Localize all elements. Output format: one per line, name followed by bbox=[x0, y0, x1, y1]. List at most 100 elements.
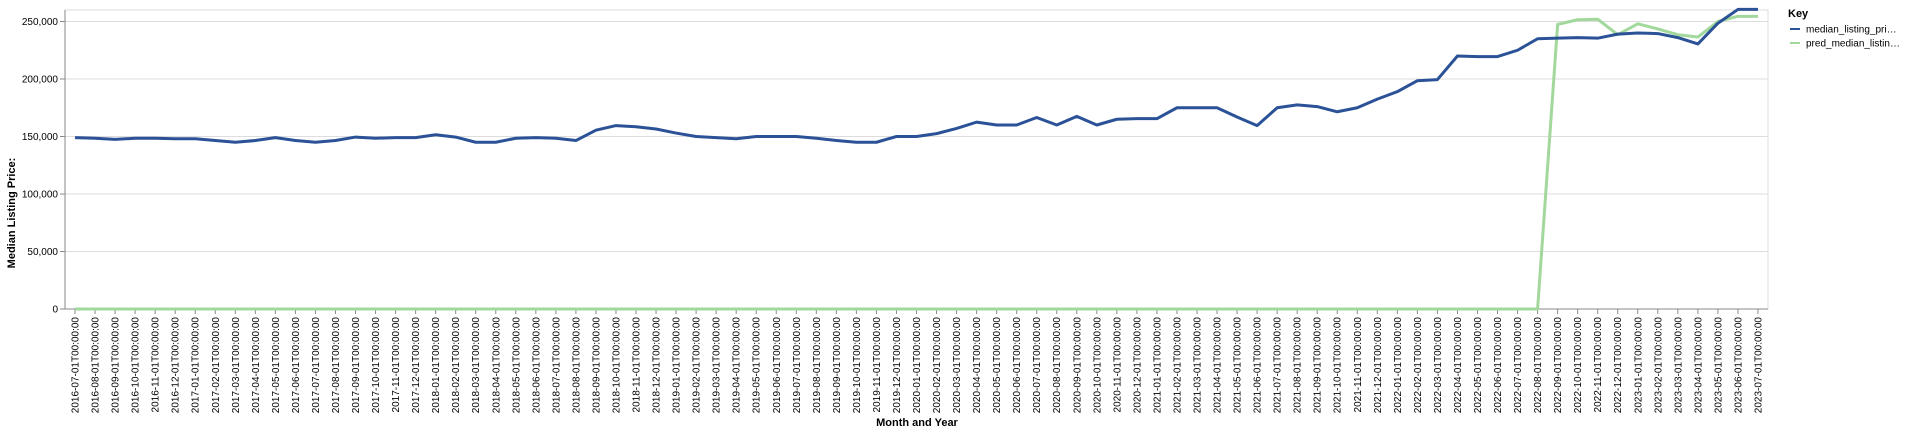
x-tick-label: 2022-04-01T00:00:00 bbox=[1453, 317, 1464, 414]
x-tick-label: 2021-08-01T00:00:00 bbox=[1293, 317, 1304, 414]
x-tick-label: 2022-12-01T00:00:00 bbox=[1613, 317, 1624, 414]
x-tick-label: 2018-07-01T00:00:00 bbox=[551, 317, 562, 414]
x-tick-label: 2021-07-01T00:00:00 bbox=[1273, 317, 1284, 414]
x-tick-label: 2020-05-01T00:00:00 bbox=[992, 317, 1003, 414]
x-tick-label: 2023-05-01T00:00:00 bbox=[1713, 317, 1724, 414]
x-tick-label: 2017-01-01T00:00:00 bbox=[191, 317, 202, 414]
x-tick-label: 2017-03-01T00:00:00 bbox=[231, 317, 242, 414]
x-tick-label: 2020-12-01T00:00:00 bbox=[1132, 317, 1143, 414]
x-tick-label: 2019-04-01T00:00:00 bbox=[732, 317, 743, 414]
series-line-1 bbox=[74, 7, 1758, 144]
y-tick-label: 200,000 bbox=[22, 75, 59, 86]
x-tick-label: 2020-02-01T00:00:00 bbox=[932, 317, 943, 414]
x-tick-label: 2021-12-01T00:00:00 bbox=[1373, 317, 1384, 414]
legend-label: pred_median_listin… bbox=[1806, 39, 1900, 50]
x-axis: 2016-07-01T00:00:00 2016-08-01T00:00:00 20… bbox=[65, 308, 1768, 414]
x-tick-label: 2018-03-01T00:00:00 bbox=[471, 317, 482, 414]
x-tick-label: 2023-06-01T00:00:00 bbox=[1733, 317, 1744, 414]
x-tick-label: 2018-04-01T00:00:00 bbox=[491, 317, 502, 414]
x-tick-label: 2018-05-01T00:00:00 bbox=[511, 317, 522, 414]
x-tick-label: 2018-09-01T00:00:00 bbox=[591, 317, 602, 414]
x-tick-label: 2016-08-01T00:00:00 bbox=[91, 317, 102, 414]
x-tick-label: 2018-12-01T00:00:00 bbox=[652, 317, 663, 414]
x-tick-label: 2019-08-01T00:00:00 bbox=[812, 317, 823, 414]
x-tick-label: 2017-06-01T00:00:00 bbox=[291, 317, 302, 414]
x-tick-label: 2021-04-01T00:00:00 bbox=[1213, 317, 1224, 414]
x-tick-label: 2016-12-01T00:00:00 bbox=[171, 317, 182, 414]
x-tick-label: 2022-03-01T00:00:00 bbox=[1433, 317, 1444, 414]
x-tick-label: 2017-02-01T00:00:00 bbox=[211, 317, 222, 414]
x-tick-label: 2018-10-01T00:00:00 bbox=[611, 317, 622, 414]
x-tick-label: 2020-11-01T00:00:00 bbox=[1112, 317, 1123, 413]
x-tick-label: 2022-05-01T00:00:00 bbox=[1473, 317, 1484, 414]
x-tick-label: 2021-09-01T00:00:00 bbox=[1313, 317, 1324, 414]
x-tick-label: 2019-03-01T00:00:00 bbox=[712, 317, 723, 414]
x-tick-label: 2017-07-01T00:00:00 bbox=[311, 317, 322, 414]
x-tick-label: 2019-10-01T00:00:00 bbox=[852, 317, 863, 414]
x-tick-label: 2020-10-01T00:00:00 bbox=[1092, 317, 1103, 414]
plot-frame bbox=[64, 9, 1769, 310]
x-tick-label: 2016-10-01T00:00:00 bbox=[131, 317, 142, 414]
x-tick-label: 2021-03-01T00:00:00 bbox=[1192, 317, 1203, 414]
x-tick-label: 2017-12-01T00:00:00 bbox=[411, 317, 422, 414]
x-tick-label: 2022-08-01T00:00:00 bbox=[1533, 317, 1544, 414]
y-axis-title: Median Listing Price: bbox=[6, 158, 18, 269]
y-tick-label: 100,000 bbox=[22, 190, 59, 201]
x-tick-label: 2018-02-01T00:00:00 bbox=[451, 317, 462, 414]
x-tick-label: 2022-02-01T00:00:00 bbox=[1413, 317, 1424, 414]
x-tick-label: 2017-09-01T00:00:00 bbox=[351, 317, 362, 414]
x-tick-label: 2023-04-01T00:00:00 bbox=[1693, 317, 1704, 414]
x-tick-label: 2017-08-01T00:00:00 bbox=[331, 317, 342, 414]
legend: Key median_listing_pri… pred_median_listi… bbox=[1788, 8, 1900, 50]
x-tick-label: 2023-01-01T00:00:00 bbox=[1633, 317, 1644, 414]
x-tick-label: 2022-07-01T00:00:00 bbox=[1513, 317, 1524, 414]
legend-title: Key bbox=[1788, 8, 1809, 20]
x-tick-label: 2018-11-01T00:00:00 bbox=[632, 317, 643, 413]
x-tick-label: 2022-09-01T00:00:00 bbox=[1553, 317, 1564, 414]
x-tick-label: 2021-11-01T00:00:00 bbox=[1353, 317, 1364, 413]
y-axis: 0 50,000 100,000 150,000 200,000 250,000 bbox=[22, 10, 66, 316]
x-tick-label: 2021-10-01T00:00:00 bbox=[1333, 317, 1344, 414]
x-tick-label: 2022-01-01T00:00:00 bbox=[1393, 317, 1404, 414]
y-tick-label: 150,000 bbox=[22, 132, 59, 143]
x-tick-label: 2019-06-01T00:00:00 bbox=[772, 317, 783, 414]
x-tick-label: 2020-07-01T00:00:00 bbox=[1032, 317, 1043, 414]
x-tick-label: 2020-06-01T00:00:00 bbox=[1012, 317, 1023, 414]
x-tick-label: 2016-09-01T00:00:00 bbox=[111, 317, 122, 414]
x-tick-label: 2019-07-01T00:00:00 bbox=[792, 317, 803, 414]
x-tick-label: 2017-05-01T00:00:00 bbox=[271, 317, 282, 414]
x-tick-label: 2019-05-01T00:00:00 bbox=[752, 317, 763, 414]
x-tick-label: 2021-01-01T00:00:00 bbox=[1152, 317, 1163, 414]
grid-lines bbox=[64, 9, 1769, 310]
x-tick-label: 2016-11-01T00:00:00 bbox=[151, 317, 162, 413]
x-tick-label: 2019-11-01T00:00:00 bbox=[872, 317, 883, 413]
y-tick-label: 250,000 bbox=[22, 17, 59, 28]
x-tick-label: 2019-02-01T00:00:00 bbox=[692, 317, 703, 414]
x-tick-label: 2020-04-01T00:00:00 bbox=[972, 317, 983, 414]
x-tick-label: 2019-12-01T00:00:00 bbox=[892, 317, 903, 414]
x-tick-label: 2020-01-01T00:00:00 bbox=[912, 317, 923, 414]
x-tick-label: 2019-09-01T00:00:00 bbox=[832, 317, 843, 414]
y-tick-label: 50,000 bbox=[27, 247, 58, 258]
x-tick-label: 2022-06-01T00:00:00 bbox=[1493, 317, 1504, 414]
x-tick-label: 2023-03-01T00:00:00 bbox=[1673, 317, 1684, 414]
y-tick-label: 0 bbox=[52, 305, 58, 316]
x-tick-label: 2021-02-01T00:00:00 bbox=[1172, 317, 1183, 414]
x-tick-label: 2023-07-01T00:00:00 bbox=[1753, 317, 1764, 414]
x-tick-label: 2018-01-01T00:00:00 bbox=[431, 317, 442, 414]
x-tick-label: 2023-02-01T00:00:00 bbox=[1653, 317, 1664, 414]
x-tick-label: 2019-01-01T00:00:00 bbox=[672, 317, 683, 414]
x-tick-label: 2022-11-01T00:00:00 bbox=[1593, 317, 1604, 413]
x-tick-label: 2020-09-01T00:00:00 bbox=[1072, 317, 1083, 414]
x-axis-title: Month and Year bbox=[876, 417, 958, 429]
series-line-2 bbox=[75, 14, 1758, 311]
x-tick-label: 2021-06-01T00:00:00 bbox=[1253, 317, 1264, 414]
x-tick-label: 2020-03-01T00:00:00 bbox=[952, 317, 963, 414]
x-tick-label: 2022-10-01T00:00:00 bbox=[1573, 317, 1584, 414]
x-tick-label: 2021-05-01T00:00:00 bbox=[1233, 317, 1244, 414]
legend-label: median_listing_pri… bbox=[1806, 25, 1897, 36]
series-lines bbox=[74, 7, 1758, 311]
x-tick-label: 2020-08-01T00:00:00 bbox=[1052, 317, 1063, 414]
x-tick-label: 2017-10-01T00:00:00 bbox=[371, 317, 382, 414]
x-tick-label: 2018-06-01T00:00:00 bbox=[531, 317, 542, 414]
